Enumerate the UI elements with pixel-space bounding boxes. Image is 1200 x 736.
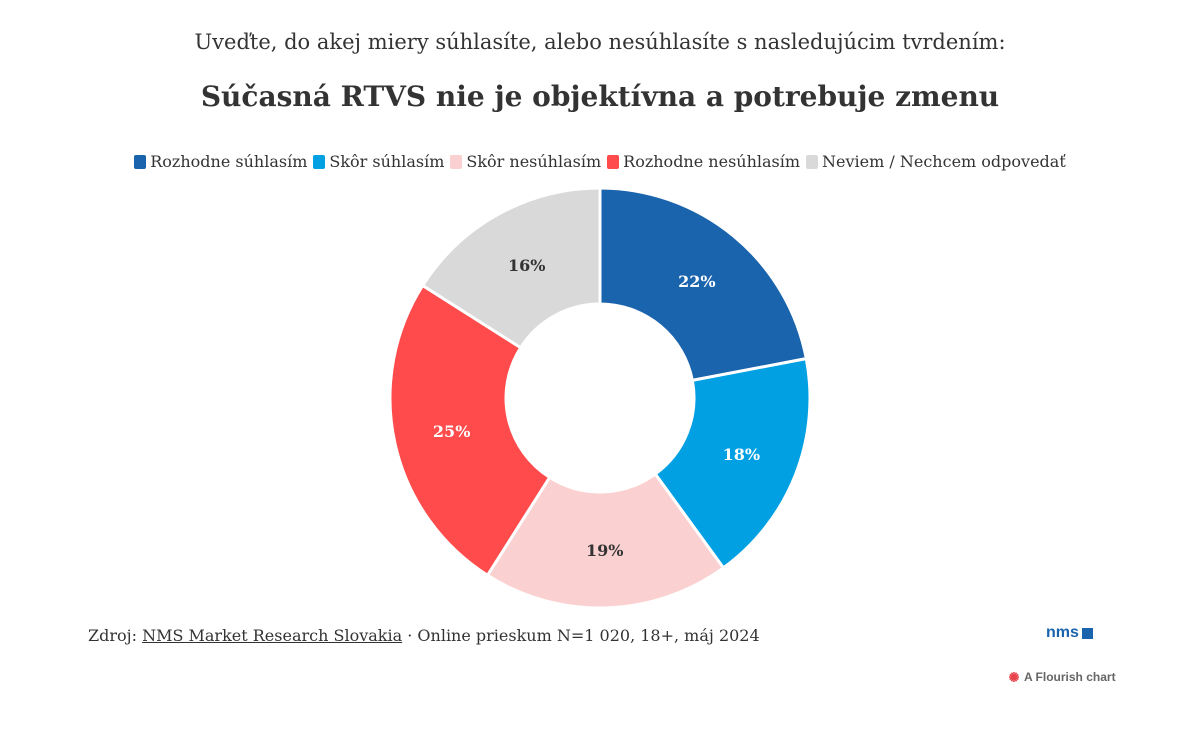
legend-item[interactable]: Rozhodne nesúhlasím bbox=[607, 152, 800, 171]
source-suffix: · Online prieskum N=1 020, 18+, máj 2024 bbox=[402, 626, 760, 645]
flourish-credit-label: A Flourish chart bbox=[1024, 670, 1116, 684]
legend-label: Rozhodne nesúhlasím bbox=[623, 152, 801, 171]
slice-value-label: 18% bbox=[723, 445, 760, 464]
donut-chart: 22% 18% 19% 25% 16% bbox=[388, 186, 812, 610]
legend-swatch bbox=[450, 154, 463, 169]
legend-label: Neviem / Nechcem odpovedať bbox=[822, 152, 1066, 171]
donut-slice[interactable] bbox=[421, 186, 602, 350]
legend-swatch bbox=[313, 154, 326, 169]
legend-label: Rozhodne súhlasím bbox=[150, 152, 308, 171]
slice-value-label: 16% bbox=[508, 256, 545, 275]
slice-value-label: 25% bbox=[433, 422, 470, 441]
slice-value-label: 19% bbox=[586, 541, 623, 560]
legend-item[interactable]: Neviem / Nechcem odpovedať bbox=[806, 152, 1066, 171]
nms-logo: nms bbox=[1046, 624, 1093, 642]
chart-title: Súčasná RTVS nie je objektívna a potrebu… bbox=[200, 80, 1000, 113]
legend-swatch bbox=[134, 154, 147, 169]
nms-logo-text: nms bbox=[1046, 624, 1079, 641]
donut-slice[interactable] bbox=[485, 472, 725, 610]
legend-item[interactable]: Skôr súhlasím bbox=[313, 152, 444, 171]
chart-subtitle: Uveďte, do akej miery súhlasíte, alebo n… bbox=[194, 30, 1006, 54]
source-link[interactable]: NMS Market Research Slovakia bbox=[142, 626, 403, 645]
donut-slice[interactable] bbox=[388, 283, 552, 577]
legend-label: Skôr súhlasím bbox=[329, 152, 445, 171]
legend-item[interactable]: Skôr nesúhlasím bbox=[450, 152, 601, 171]
donut-slice[interactable] bbox=[653, 357, 812, 570]
nms-logo-square-icon bbox=[1081, 627, 1093, 639]
source-note: Zdroj: NMS Market Research Slovakia · On… bbox=[88, 626, 760, 645]
chart-legend: Rozhodne súhlasím Skôr súhlasím Skôr nesúh… bbox=[0, 152, 1200, 171]
flourish-credit-link[interactable]: A Flourish chart bbox=[1008, 670, 1116, 684]
burst-center bbox=[1012, 675, 1016, 679]
legend-label: Skôr nesúhlasím bbox=[466, 152, 602, 171]
legend-swatch bbox=[607, 154, 620, 169]
legend-swatch bbox=[806, 154, 819, 169]
donut-slice[interactable] bbox=[598, 186, 808, 382]
legend-item[interactable]: Rozhodne súhlasím bbox=[134, 152, 307, 171]
source-prefix: Zdroj: bbox=[88, 626, 143, 645]
flourish-burst-icon bbox=[1009, 672, 1019, 682]
slice-value-label: 22% bbox=[678, 272, 715, 291]
